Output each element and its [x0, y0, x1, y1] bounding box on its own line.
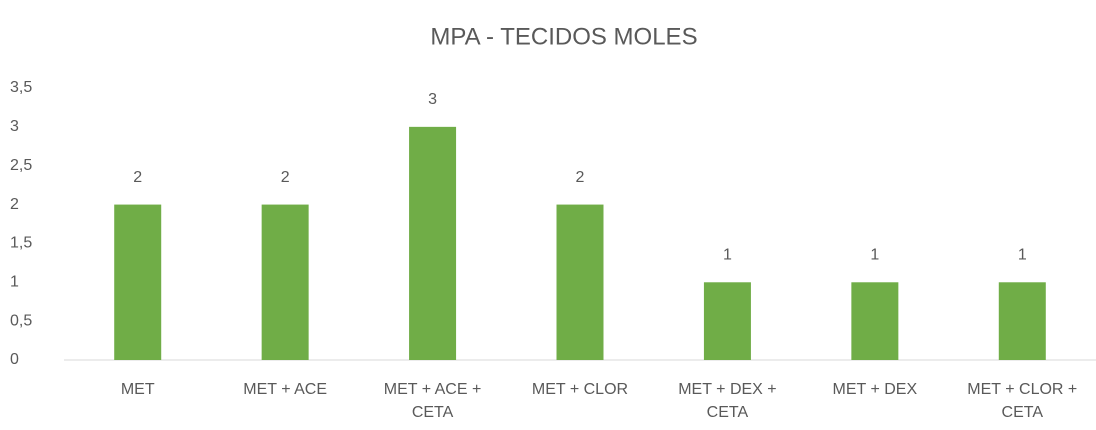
x-tick-label: MET + CLOR [531, 381, 629, 398]
x-tick-label: MET [120, 381, 155, 398]
data-label: 2 [133, 169, 142, 186]
x-tick-label: MET + ACE + CETA [383, 381, 482, 421]
bar [851, 282, 899, 360]
x-tick-label: MET + CLOR + CETA [967, 381, 1078, 421]
y-tick-label: 1,5 [10, 235, 32, 252]
y-tick-label: 3,5 [10, 79, 32, 96]
bar [409, 126, 457, 360]
y-tick-label: 3 [10, 118, 19, 135]
chart-title: MPA - TECIDOS MOLES [430, 23, 697, 50]
x-tick-label: MET + ACE [243, 381, 327, 398]
y-tick-label: 1 [10, 274, 19, 291]
y-tick-label: 0 [10, 351, 19, 368]
bar [261, 204, 309, 360]
bar [114, 204, 162, 360]
data-label: 3 [428, 91, 437, 108]
y-tick-label: 2,5 [10, 157, 32, 174]
data-label: 1 [1018, 247, 1027, 264]
data-label: 2 [576, 169, 585, 186]
data-label: 1 [723, 247, 732, 264]
x-tick-label: MET + DEX [832, 381, 918, 398]
bar [556, 204, 604, 360]
bar [703, 282, 751, 360]
x-tick-label: MET + DEX + CETA [678, 381, 777, 421]
data-label: 1 [870, 247, 879, 264]
y-tick-label: 0,5 [10, 312, 32, 329]
bar [998, 282, 1046, 360]
data-label: 2 [281, 169, 290, 186]
y-tick-label: 2 [10, 196, 19, 213]
